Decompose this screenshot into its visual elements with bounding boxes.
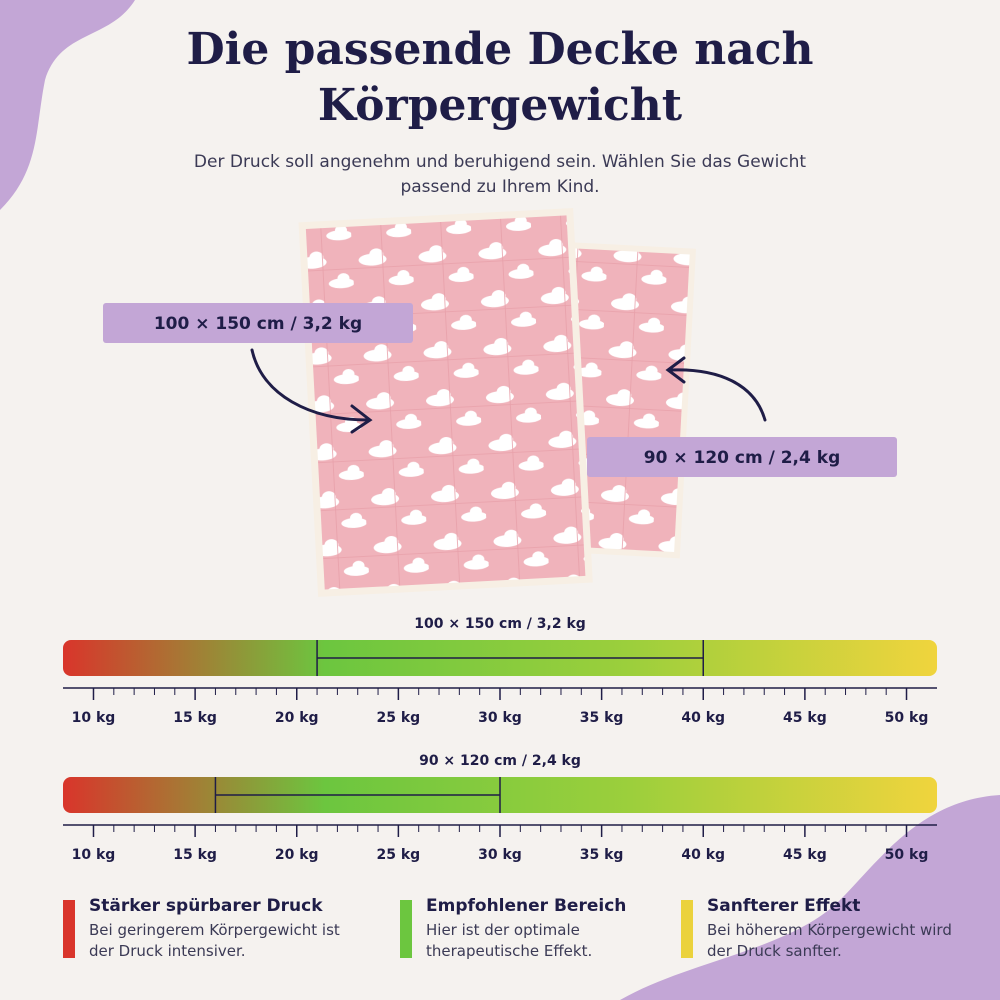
legend-text: Hier ist der optimale therapeutische Eff… (426, 921, 593, 960)
legend-item: Sanfterer Effekt Bei höherem Körpergewich… (681, 896, 977, 962)
tick-label: 20 kg (275, 710, 319, 726)
label-bg (103, 303, 413, 343)
legend-title: Stärker spürbarer Druck (89, 896, 323, 916)
tick-label: 40 kg (681, 847, 725, 863)
legend-text: Bei geringerem Körpergewicht ist der Dru… (89, 921, 340, 960)
blanket-label: 100 × 150 cm / 3,2 kg (154, 314, 362, 334)
legend-swatch (63, 900, 75, 958)
scale-label: 90 × 120 cm / 2,4 kg (419, 753, 581, 769)
subtitle: Der Druck soll angenehm und beruhigend s… (193, 152, 807, 197)
tick-label: 20 kg (275, 847, 319, 863)
blob (620, 795, 1000, 1000)
tick-label: 30 kg (478, 847, 522, 863)
tick-label: 10 kg (72, 710, 116, 726)
legend-swatch (400, 900, 412, 958)
blanket-large (298, 208, 593, 597)
legend-title: Sanfterer Effekt (707, 896, 861, 916)
tick-label: 45 kg (783, 847, 827, 863)
tick-label: 40 kg (681, 710, 725, 726)
tick-label: 35 kg (580, 710, 624, 726)
tick-label: 35 kg (580, 847, 624, 863)
legend-item: Stärker spürbarer Druck Bei geringerem Kö… (63, 896, 359, 962)
tick-label: 10 kg (72, 847, 116, 863)
tick-label: 25 kg (377, 847, 421, 863)
legend-title: Empfohlener Bereich (426, 896, 627, 916)
tick-label: 30 kg (478, 710, 522, 726)
blanket-label: 90 × 120 cm / 2,4 kg (644, 448, 841, 468)
tick-label: 15 kg (173, 710, 217, 726)
tick-label: 15 kg (173, 847, 217, 863)
tick-label: 25 kg (377, 710, 421, 726)
title: Die passende Decke nach Körpergewicht (186, 24, 814, 131)
legend-item: Empfohlener Bereich Hier ist der optimale… (400, 896, 696, 962)
tick-label: 50 kg (885, 847, 929, 863)
tick-label: 45 kg (783, 710, 827, 726)
label-bg (587, 437, 897, 477)
legend-text: Bei höherem Körpergewicht wird der Druck… (707, 921, 952, 960)
blob (0, 0, 135, 210)
arrows (250, 348, 767, 434)
tick-label: 50 kg (885, 710, 929, 726)
scale-label: 100 × 150 cm / 3,2 kg (414, 616, 586, 632)
legend-swatch (681, 900, 693, 958)
